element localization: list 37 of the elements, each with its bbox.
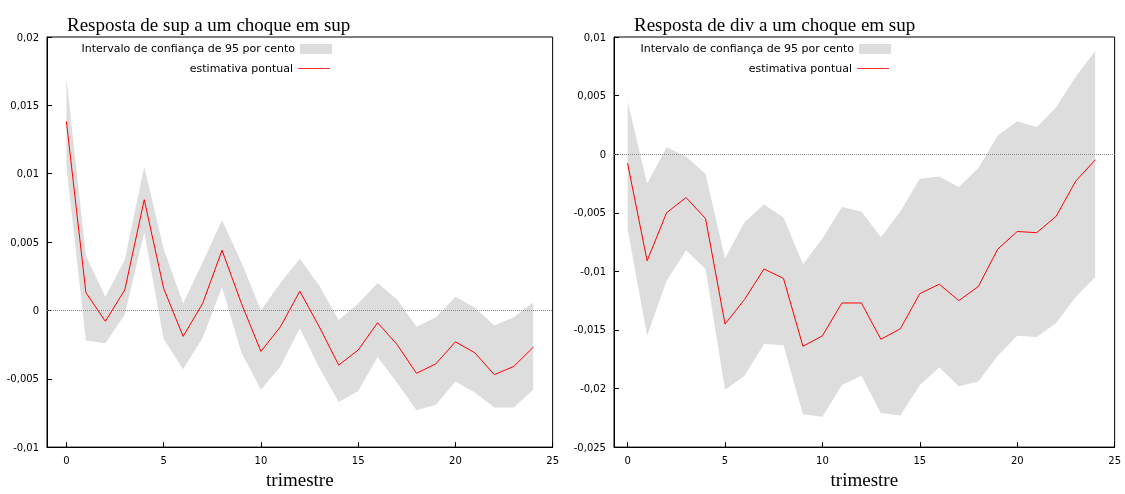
y-tick-label: 0,015 [10,99,39,111]
x-axis-title: trimestre [830,469,899,490]
legend-label: estimativa pontual [189,62,293,75]
x-tick-label: 15 [351,454,365,466]
y-tick-label: 0,01 [16,168,39,180]
y-tick-label: -0,02 [580,383,606,395]
x-tick-label: 10 [254,454,268,466]
legend-label: estimativa pontual [748,62,852,75]
x-tick-label: 20 [1010,454,1024,466]
line-series [65,121,534,376]
y-tick-label: -0,01 [13,441,39,453]
y-tick-label: 0 [32,304,39,316]
y-tick-label: -0,025 [573,441,606,453]
y-tick-label: -0,015 [573,324,606,336]
x-tick-label: 10 [816,454,829,466]
x-tick-label: 25 [1108,454,1121,466]
y-tick-label: 0,02 [16,31,39,43]
x-tick-label: 5 [721,454,729,466]
chart-title: Resposta de div a um choque em sup [634,14,916,35]
x-axis-title: trimestre [266,469,334,490]
y-tick-label: 0,01 [583,31,606,43]
x-tick-label: 0 [63,454,70,466]
x-tick-label: 15 [913,454,927,466]
y-tick-label: 0,005 [577,90,606,102]
x-tick-label: 20 [449,454,462,466]
chart-title: Resposta de sup a um choque em sup [67,14,351,35]
y-tick-label: 0,005 [10,236,39,248]
x-tick-label: 25 [546,454,559,466]
annotation: Intervalo de confiança de 95 por cento [81,42,295,55]
line-series [627,159,1096,347]
y-tick-label: -0,005 [573,207,606,219]
y-tick-label: 0 [599,148,606,160]
x-tick-label: 5 [160,454,167,466]
y-tick-label: -0,005 [6,373,39,385]
y-tick-label: -0,01 [580,265,606,277]
x-tick-label: 0 [624,454,631,466]
annotation: Intervalo de confiança de 95 por cento [640,42,854,55]
